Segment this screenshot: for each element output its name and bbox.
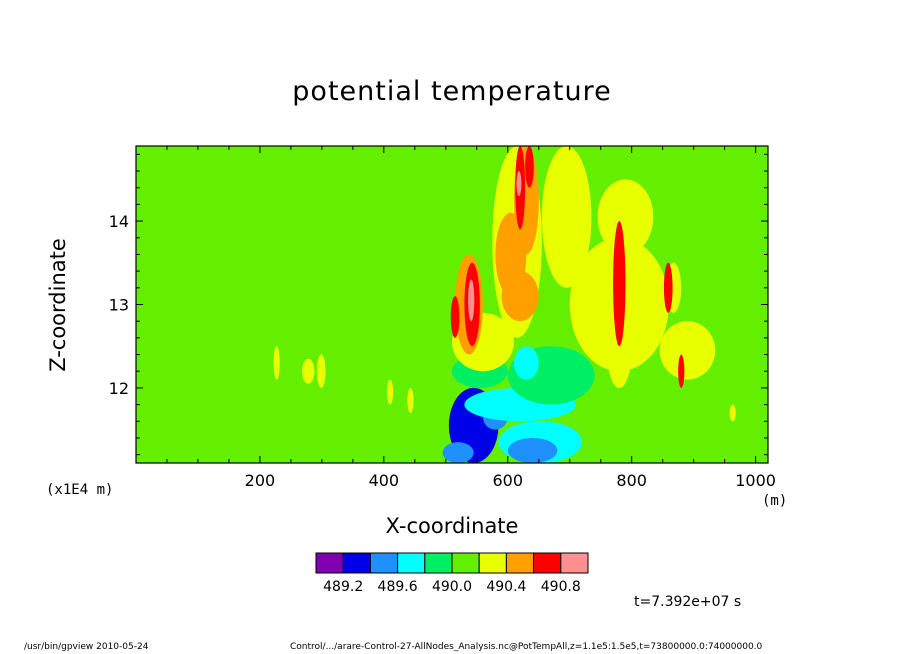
x-axis-ticks: 200 400 600 800 1000	[166, 146, 776, 490]
colorbar-swatch	[424, 552, 453, 574]
x-tick-label: 600	[492, 471, 523, 490]
colorbar-swatch	[505, 552, 535, 574]
colorbar-swatch	[342, 552, 371, 574]
heatmap-region-35	[386, 379, 394, 405]
colorbar: 489.2 489.6 490.0 490.4 490.8	[315, 552, 589, 595]
colorbar-swatch	[369, 552, 399, 574]
heatmap-region-29	[468, 279, 475, 322]
colorbar-label: 489.2	[323, 579, 363, 595]
heatmap-region-28	[678, 354, 685, 388]
time-label: t=7.392e+07 s	[634, 594, 742, 610]
heatmap-region-32	[302, 358, 315, 384]
x-tick-label: 200	[245, 471, 276, 490]
heatmap-region-1	[442, 442, 474, 463]
colorbar-label: 489.6	[378, 579, 418, 595]
heatmap-region-15	[659, 321, 716, 380]
heatmap-region-31	[273, 346, 280, 380]
heatmap-region-30	[516, 171, 522, 197]
colorbar-swatch	[478, 552, 507, 574]
heatmap-region-12	[541, 146, 592, 288]
heatmap-region-27	[663, 262, 673, 313]
colorbar-swatch	[451, 552, 480, 574]
heatmap-region-9	[513, 346, 539, 380]
colorbar-swatch	[560, 552, 589, 574]
heatmap-region-34	[407, 387, 414, 413]
y-tick-label: 12	[109, 379, 129, 398]
heatmap-region-17	[606, 312, 632, 388]
y-tick-label: 14	[109, 212, 129, 231]
x-axis-label: X-coordinate	[385, 514, 519, 538]
heatmap-features	[273, 146, 736, 463]
colorbar-label: 490.8	[541, 579, 581, 595]
heatmap-region-21	[501, 271, 539, 322]
colorbar-swatch	[397, 552, 426, 574]
footer-command: /usr/bin/gpview 2010-05-24	[24, 642, 149, 652]
heatmap-region-23	[450, 296, 460, 338]
y-axis-ticks: 12 13 14	[109, 153, 768, 456]
footer-source: Control/.../arare-Control-27-AllNodes_An…	[290, 642, 763, 652]
heatmap-region-5	[507, 437, 558, 463]
y-tick-label: 13	[109, 296, 129, 315]
x-tick-label: 1000	[735, 471, 776, 490]
heatmap-region-33	[316, 354, 326, 388]
heatmap-region-25	[525, 146, 534, 188]
x-axis-unit: (m)	[762, 493, 788, 509]
x-tick-label: 400	[369, 471, 400, 490]
chart-title: potential temperature	[292, 76, 612, 107]
colorbar-label: 490.0	[432, 579, 472, 595]
y-axis-unit: (x1E4 m)	[46, 482, 114, 498]
heatmap-region-36	[729, 404, 736, 422]
x-tick-label: 800	[616, 471, 647, 490]
colorbar-swatch	[315, 552, 344, 574]
heatmap-region-13	[597, 179, 654, 255]
heatmap-region-26	[613, 221, 626, 347]
colorbar-label: 490.4	[486, 579, 526, 595]
colorbar-swatch	[533, 552, 562, 574]
